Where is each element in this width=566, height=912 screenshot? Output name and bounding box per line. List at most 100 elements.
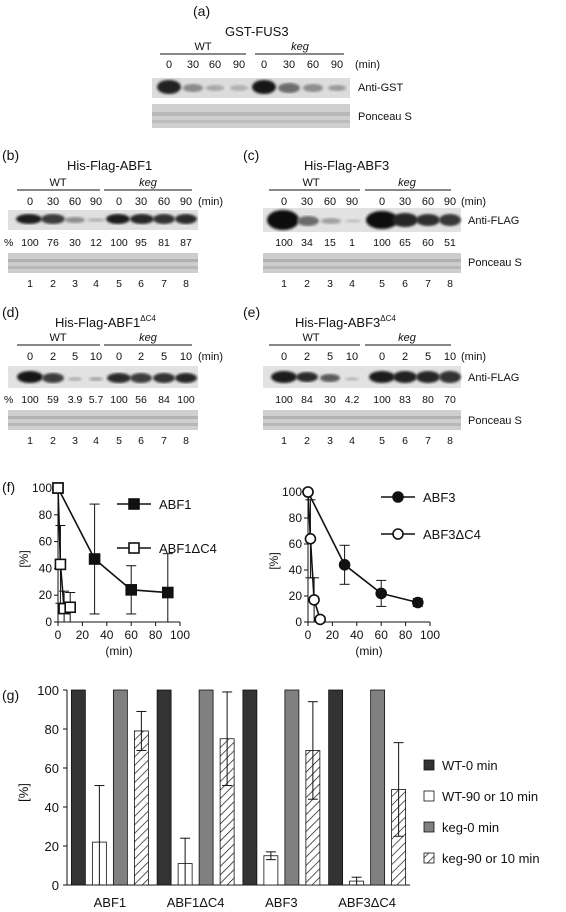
lane-number: 1 xyxy=(281,278,287,290)
panel-b-blot-1 xyxy=(8,210,198,230)
time-label: 30 xyxy=(283,59,295,71)
panel-b-percents: 100 76 30 12 100 95 81 87 xyxy=(21,237,192,249)
lane-number: 7 xyxy=(161,278,167,290)
panel-b-blot-2 xyxy=(8,253,198,273)
panel-a-stain-label: Ponceau S xyxy=(358,111,412,123)
time-label: 0 xyxy=(379,196,385,208)
bar xyxy=(112,689,128,886)
percent-value: 81 xyxy=(158,237,170,249)
time-label: 90 xyxy=(346,196,358,208)
panel-e-title-sup: ΔC4 xyxy=(380,314,396,323)
data-point xyxy=(128,542,140,554)
time-label: 60 xyxy=(69,196,81,208)
percent-value: 4.2 xyxy=(345,394,360,406)
data-point xyxy=(392,491,404,503)
series-line xyxy=(307,491,418,604)
data-point xyxy=(88,553,101,565)
data-point xyxy=(54,558,67,571)
time-label: 30 xyxy=(399,196,411,208)
x-tick-label: 40 xyxy=(350,628,364,642)
data-point xyxy=(64,601,76,614)
panel-a-group-wt: WT xyxy=(194,41,211,53)
lane-number: 4 xyxy=(93,435,99,447)
panel-b-lane-numbers: 1 2 3 4 5 6 7 8 xyxy=(27,278,189,290)
percent-value: 34 xyxy=(301,237,313,249)
panel-d-group-wt: WT xyxy=(49,332,66,344)
data-point xyxy=(375,587,388,600)
panel-e-unit: (min) xyxy=(461,351,486,363)
y-tick-label: 80 xyxy=(45,722,59,737)
category-label: ABF3ΔC4 xyxy=(338,895,396,910)
bar xyxy=(284,689,300,886)
time-label: 0 xyxy=(116,196,122,208)
panel-b: (b) His-Flag-ABF1 WT keg 0 30 60 90 0 30 60 90 … xyxy=(2,147,223,290)
panel-e-antibody-label: Anti-FLAG xyxy=(468,372,519,384)
y-tick-label: 100 xyxy=(282,485,302,499)
time-label: 5 xyxy=(425,351,431,363)
panel-d-percents: 100 59 3.9 5.7 100 56 84 100 xyxy=(21,394,195,406)
y-tick-label: 80 xyxy=(289,511,303,525)
percent-value: 84 xyxy=(158,394,170,406)
x-tick-label: 60 xyxy=(125,628,139,642)
lane-number: 7 xyxy=(425,278,431,290)
time-label: 60 xyxy=(324,196,336,208)
panel-d-letter: (d) xyxy=(2,304,19,320)
time-label: 0 xyxy=(379,351,385,363)
panel-a: (a) GST-FUS3 WT keg 0 30 60 90 0 30 60 90 (min)… xyxy=(152,3,412,128)
y-tick-label: 40 xyxy=(289,563,303,577)
percent-value: 100 xyxy=(21,394,39,406)
lane-number: 5 xyxy=(379,278,385,290)
percent-value: 59 xyxy=(47,394,59,406)
panel-a-antibody-label: Anti-GST xyxy=(358,82,404,94)
data-point xyxy=(411,596,424,609)
percent-value: 100 xyxy=(373,237,391,249)
y-tick-label: 20 xyxy=(45,839,59,854)
time-label: 10 xyxy=(180,351,192,363)
panel-d-title-main: His-Flag-ABF1 xyxy=(55,315,140,330)
percent-value: 15 xyxy=(324,237,336,249)
panel-b-group-keg: keg xyxy=(139,177,158,189)
percent-value: 65 xyxy=(399,237,411,249)
lane-number: 5 xyxy=(116,278,122,290)
time-label: 2 xyxy=(50,351,56,363)
bar xyxy=(156,689,172,886)
legend-label: keg-90 or 10 min xyxy=(442,851,540,866)
y-tick-label: 0 xyxy=(52,878,59,893)
time-label: 2 xyxy=(138,351,144,363)
category-label: ABF1ΔC4 xyxy=(167,895,225,910)
data-point xyxy=(162,586,174,599)
data-point xyxy=(302,486,314,498)
panel-d-blot-2 xyxy=(8,410,198,430)
time-label: 0 xyxy=(27,351,33,363)
lane-number: 1 xyxy=(27,435,33,447)
percent-value: 100 xyxy=(177,394,195,406)
series-line xyxy=(307,491,321,620)
percent-value: 100 xyxy=(275,237,293,249)
panel-a-unit: (min) xyxy=(355,59,380,71)
panel-a-blot-2 xyxy=(152,104,350,128)
y-tick-label: 0 xyxy=(45,615,52,629)
time-label: 10 xyxy=(90,351,102,363)
time-label: 2 xyxy=(402,351,408,363)
y-axis-label: [%] xyxy=(16,783,31,802)
lane-number: 3 xyxy=(327,278,333,290)
x-tick-label: 80 xyxy=(149,628,163,642)
panel-c-title: His-Flag-ABF3 xyxy=(304,158,389,173)
lane-number: 7 xyxy=(161,435,167,447)
legend-label: WT-90 or 10 min xyxy=(442,789,538,804)
percent-value: 56 xyxy=(135,394,147,406)
panel-d-title-sup: ΔC4 xyxy=(140,314,156,323)
legend-swatch xyxy=(423,821,435,833)
panel-c-percents: 100 34 15 1 100 65 60 51 xyxy=(275,237,456,249)
panel-e-group-wt: WT xyxy=(302,332,319,344)
time-label: 5 xyxy=(327,351,333,363)
panel-e-stain-label: Ponceau S xyxy=(468,415,522,427)
panel-a-blot-1 xyxy=(152,78,350,98)
time-label: 5 xyxy=(161,351,167,363)
panel-a-title: GST-FUS3 xyxy=(225,24,289,39)
legend-label: WT-0 min xyxy=(442,758,498,773)
bar xyxy=(70,689,86,886)
panel-b-times: 0 30 60 90 0 30 60 90 xyxy=(27,196,192,208)
percent-value: 83 xyxy=(399,394,411,406)
